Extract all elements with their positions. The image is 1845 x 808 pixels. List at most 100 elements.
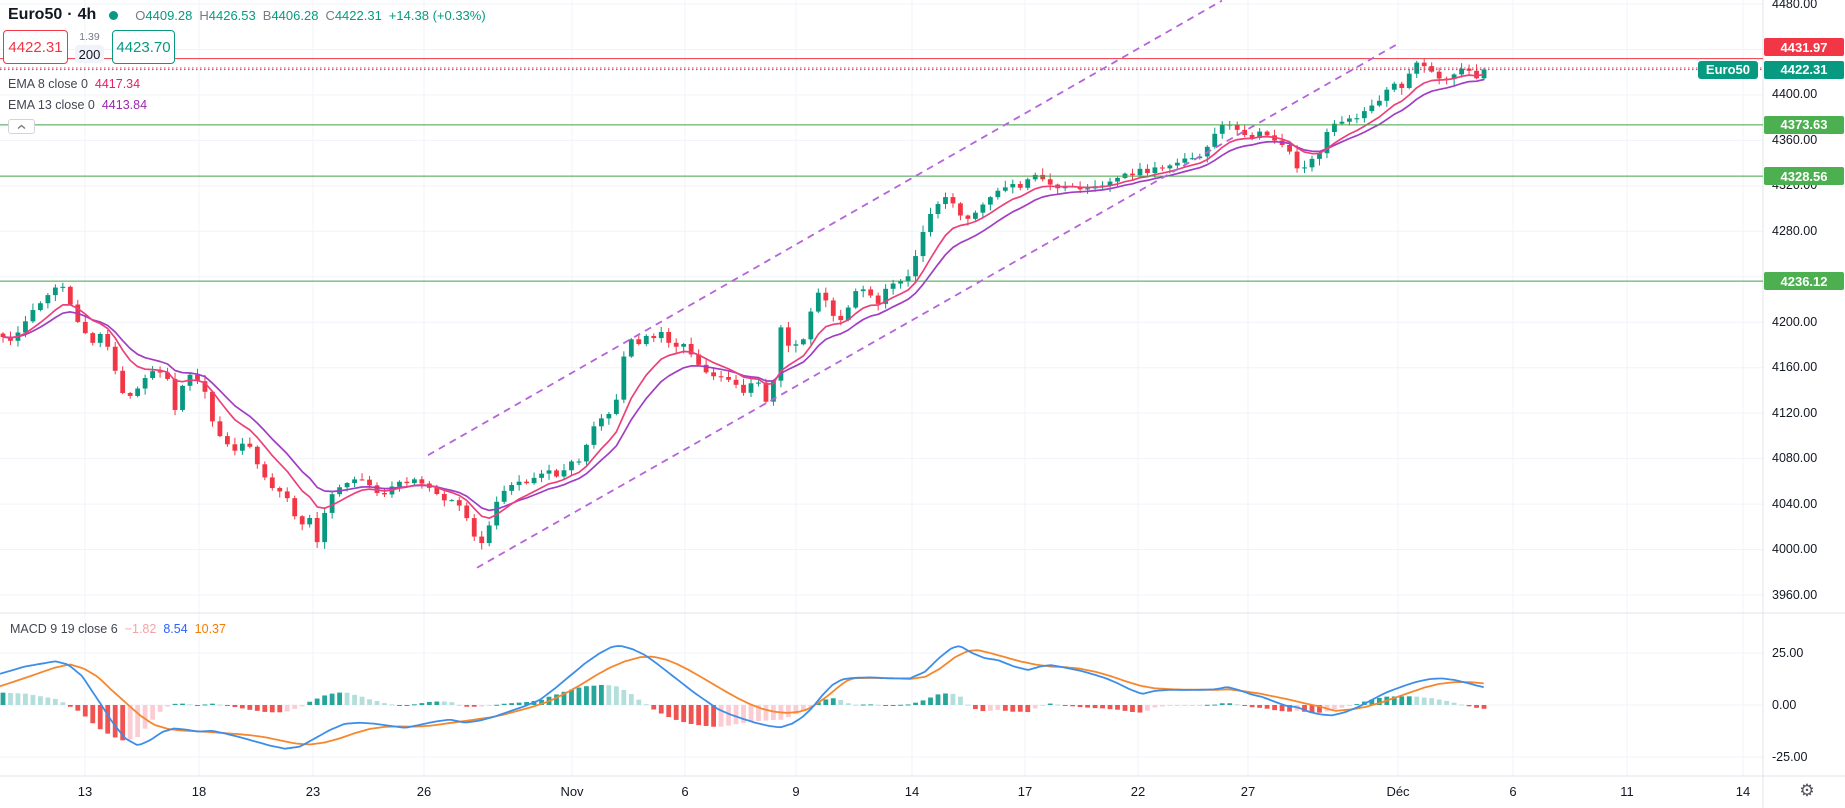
- sell-button[interactable]: 4422.31: [3, 30, 68, 64]
- macd-histogram-bar: [23, 693, 28, 705]
- candle: [1219, 124, 1225, 134]
- macd-histogram-bar: [584, 686, 589, 705]
- candle: [1152, 167, 1158, 174]
- candle: [987, 197, 993, 205]
- macd-histogram-bar: [1047, 703, 1053, 705]
- macd-histogram-bar: [1474, 705, 1479, 708]
- candle: [703, 364, 709, 373]
- symbol-legend[interactable]: Euro50 · 4h O4409.28 H4426.53 B4406.28 C…: [8, 6, 486, 24]
- macd-histogram-bar: [1182, 705, 1188, 706]
- candle: [352, 479, 357, 484]
- legend-ema13[interactable]: EMA 13 close 0 4413.84: [8, 98, 147, 112]
- change-value: +14.38 (+0.33%): [388, 7, 486, 23]
- macd-histogram-bar: [1354, 704, 1360, 706]
- macd-histogram-bar: [718, 705, 724, 727]
- macd-histogram-bar: [973, 705, 978, 710]
- macd-histogram-bar: [1466, 705, 1472, 707]
- macd-histogram-bar: [105, 705, 111, 734]
- candle: [696, 354, 702, 365]
- candle: [509, 484, 515, 491]
- macd-histogram-bar: [958, 696, 963, 705]
- axis-settings-gear-icon[interactable]: ⚙: [1795, 780, 1819, 802]
- macd-histogram-bar: [920, 700, 926, 705]
- macd-histogram-bar: [569, 689, 574, 705]
- macd-histogram-bar: [845, 703, 851, 705]
- close-value: 4422.31: [334, 7, 382, 23]
- candle: [1354, 118, 1360, 120]
- macd-histogram-bar: [135, 705, 141, 738]
- symbol-name: Euro50: [8, 6, 63, 23]
- chevron-up-icon: [17, 124, 26, 130]
- candle: [980, 204, 986, 213]
- macd-histogram-bar: [1309, 705, 1315, 713]
- candle: [23, 321, 28, 333]
- candle: [1040, 174, 1046, 180]
- collapse-pane-button[interactable]: [8, 119, 35, 134]
- macd-histogram-bar: [1077, 705, 1083, 708]
- candle: [1025, 179, 1031, 188]
- candle: [868, 289, 874, 296]
- time-tick-label: Déc: [1386, 784, 1410, 799]
- macd-histogram-bar: [576, 687, 582, 705]
- candle: [1391, 83, 1397, 90]
- buy-button[interactable]: 4423.70: [112, 30, 175, 64]
- candle: [666, 331, 672, 343]
- macd-histogram-bar: [239, 705, 245, 709]
- candle: [711, 372, 716, 377]
- candle: [1010, 184, 1016, 188]
- candle: [1107, 181, 1113, 186]
- macd-histogram-bar: [210, 703, 215, 705]
- macd-histogram-bar: [1152, 705, 1158, 708]
- candle: [1361, 111, 1367, 119]
- candle: [561, 470, 567, 477]
- trend-channel-line: [427, 0, 1223, 456]
- price-badge-level-2[interactable]: 4328.56: [1764, 167, 1844, 186]
- macd-histogram-bar: [277, 705, 283, 713]
- macd-histogram-bar: [30, 694, 36, 705]
- price-badge-alert[interactable]: 4431.97: [1764, 38, 1844, 56]
- candle: [1242, 129, 1248, 135]
- candle: [1324, 132, 1330, 154]
- macd-histogram-bar: [1137, 705, 1143, 713]
- candle: [45, 295, 51, 304]
- macd-histogram-bar: [1406, 696, 1412, 705]
- candle: [823, 292, 829, 301]
- macd-histogram-bar: [943, 693, 948, 705]
- legend-ema8[interactable]: EMA 8 close 0 4417.34: [8, 77, 140, 91]
- macd-histogram-bar: [913, 702, 918, 705]
- macd-histogram-bar: [150, 705, 155, 720]
- candle: [636, 339, 642, 345]
- quantity-field[interactable]: 200: [75, 45, 104, 63]
- buy-price: 4423.70: [116, 38, 171, 56]
- macd-histogram-bar: [1145, 705, 1150, 711]
- candle: [1294, 151, 1300, 169]
- candle: [890, 283, 896, 289]
- macd-signal-value: 10.37: [194, 622, 226, 636]
- candle: [1376, 100, 1382, 106]
- candle: [1347, 118, 1352, 122]
- candle: [150, 371, 155, 379]
- macd-tick-label: -25.00: [1772, 749, 1808, 764]
- macd-histogram-bar: [284, 705, 290, 712]
- macd-histogram-bar: [636, 699, 642, 705]
- macd-histogram-bar: [1160, 705, 1165, 707]
- macd-histogram-bar: [599, 684, 604, 705]
- macd-histogram-bar: [456, 704, 462, 706]
- macd-histogram-bar: [628, 694, 634, 705]
- candle: [38, 303, 43, 311]
- macd-histogram-bar: [52, 698, 58, 705]
- macd-histogram-bar: [1032, 705, 1038, 709]
- price-tick-label: 4000.00: [1772, 542, 1818, 557]
- macd-histogram-bar: [1002, 705, 1008, 711]
- macd-histogram-bar: [352, 694, 357, 705]
- candle: [277, 488, 283, 492]
- price-badge-level-1[interactable]: 4373.63: [1764, 115, 1844, 134]
- candle: [763, 382, 769, 402]
- macd-histogram-bar: [1212, 704, 1218, 706]
- price-badge-level-3[interactable]: 4236.12: [1764, 272, 1844, 291]
- macd-histogram-bar: [367, 699, 372, 705]
- legend-macd[interactable]: MACD 9 19 close 6 −1.82 8.54 10.37: [10, 622, 226, 636]
- candle: [756, 382, 761, 384]
- candle: [1047, 179, 1053, 185]
